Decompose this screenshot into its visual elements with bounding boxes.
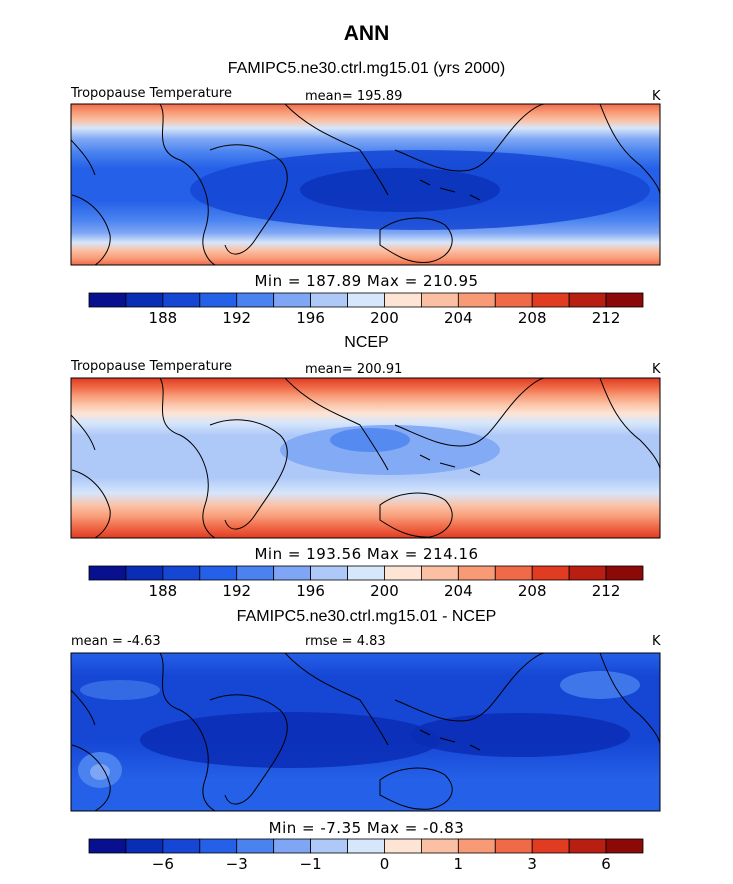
colorbar-tick-label: −1 [300,855,322,873]
colorbar-tick-label: 204 [444,309,473,327]
colorbar-swatch [199,565,238,581]
panel-1-variable-label: Tropopause Temperature [71,86,232,101]
panel-2-mean-label: mean= 200.91 [305,362,403,377]
colorbar-swatch [457,292,496,308]
colorbar-swatch [457,565,496,581]
colorbar-swatch [347,292,385,308]
colorbar-swatch [531,292,570,308]
map-panel-3 [70,652,661,812]
colorbar-swatch [273,838,311,854]
panel-2-variable-label: Tropopause Temperature [71,359,232,374]
colorbar-swatch [88,565,127,581]
colorbar-tick-label: 212 [592,309,621,327]
colorbar-swatch [494,292,533,308]
colorbar-swatch [199,292,238,308]
colorbar-swatch [384,838,422,854]
colorbar-tick-label: 3 [527,855,537,873]
colorbar-swatch [568,292,607,308]
colorbar-swatch [420,565,459,581]
colorbar-tick-label: 200 [370,582,399,600]
panel-3-minmax: Min = -7.35 Max = -0.83 [268,819,465,837]
panel-3-title: FAMIPC5.ne30.ctrl.mg15.01 - NCEP [236,608,497,625]
colorbar-swatch [347,565,385,581]
colorbar-2: 188 192 196 200 204 208 212 [88,565,644,600]
colorbar-swatch [125,565,164,581]
coastlines-1 [71,104,660,265]
colorbar-tick-label: 204 [444,582,473,600]
colorbar-swatch [273,292,311,308]
colorbar-swatch [88,838,127,854]
colorbar-tick-label: 208 [518,309,547,327]
colorbar-swatch [236,565,275,581]
colorbar-swatch [162,838,201,854]
coastlines-3 [71,653,660,811]
panel-2-minmax: Min = 193.56 Max = 214.16 [254,545,479,563]
panel-2-units-label: K [652,362,661,377]
colorbar-tick-label: 192 [222,309,251,327]
colorbar-tick-label: 0 [380,855,390,873]
panel-1-minmax: Min = 187.89 Max = 210.95 [254,272,479,290]
colorbar-swatch [531,565,570,581]
colorbar-swatch [494,838,533,854]
colorbar-swatch [384,292,422,308]
colorbar-swatch [568,565,607,581]
colorbar-tick-label: 192 [222,582,251,600]
colorbar-tick-label: −6 [152,855,174,873]
colorbar-swatch [310,292,348,308]
colorbar-swatch [162,292,201,308]
colorbar-swatch [125,838,164,854]
colorbar-swatch [347,838,385,854]
colorbar-swatch [236,292,275,308]
colorbar-3: −6 −3 −1 0 1 3 6 [88,838,644,873]
colorbar-tick-label: 196 [296,582,325,600]
colorbar-swatch [199,838,238,854]
panel-3-units-label: K [652,634,661,649]
figure-title: ANN [343,22,390,45]
colorbar-swatch [605,565,644,581]
panel-3-mean-label: mean = -4.63 [71,634,161,649]
colorbar-swatch [310,565,348,581]
colorbar-tick-label: 1 [454,855,464,873]
colorbar-swatch [531,838,570,854]
colorbar-tick-label: −3 [226,855,248,873]
colorbar-swatch [236,838,275,854]
colorbar-swatch [125,292,164,308]
colorbar-swatch [310,838,348,854]
panel-2-title: NCEP [344,334,389,351]
colorbar-swatch [457,838,496,854]
colorbar-swatch [162,565,201,581]
colorbar-tick-label: 200 [370,309,399,327]
colorbar-swatch [420,292,459,308]
colorbar-swatch [384,565,422,581]
map-panel-1 [70,103,661,266]
colorbar-swatch [568,838,607,854]
colorbar-tick-label: 188 [149,582,178,600]
colorbar-tick-label: 208 [518,582,547,600]
colorbar-swatch [420,838,459,854]
colorbar-swatch [605,292,644,308]
panel-1-mean-label: mean= 195.89 [305,89,403,104]
colorbar-tick-label: 212 [592,582,621,600]
panel-1-title: FAMIPC5.ne30.ctrl.mg15.01 (yrs 2000) [227,60,506,77]
panel-1-units-label: K [652,89,661,104]
colorbar-1: 188 192 196 200 204 208 212 [88,292,644,327]
colorbar-swatch [605,838,644,854]
colorbar-swatch [88,292,127,308]
colorbar-swatch [273,565,311,581]
colorbar-tick-label: 188 [149,309,178,327]
map-panel-2 [70,377,661,539]
colorbar-swatch [494,565,533,581]
colorbar-tick-label: 196 [296,309,325,327]
coastlines-2 [71,378,660,538]
panel-3-rmse-label: rmse = 4.83 [305,634,386,649]
colorbar-tick-label: 6 [601,855,611,873]
